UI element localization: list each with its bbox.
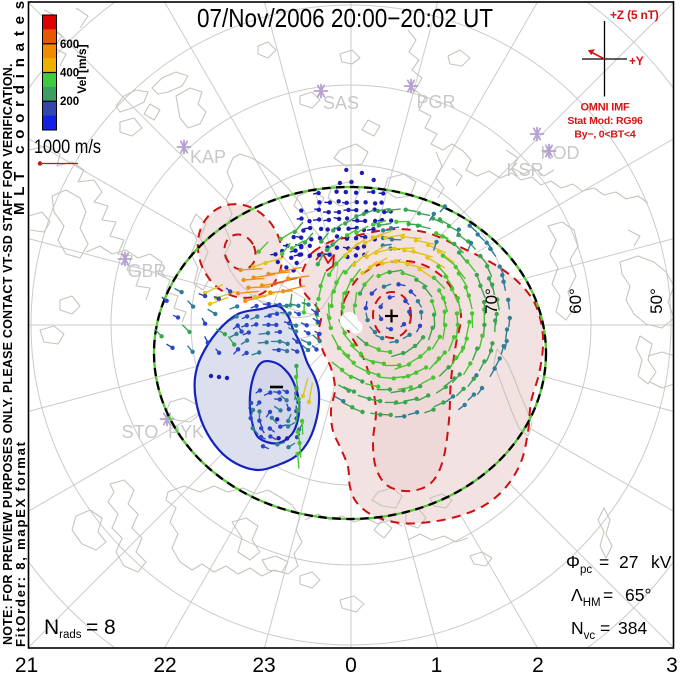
- svg-text:OMNI IMF: OMNI IMF: [580, 102, 630, 114]
- svg-text:SAS: SAS: [323, 93, 359, 113]
- svg-text:60°: 60°: [566, 288, 585, 314]
- svg-text:By−, 0<BT<4: By−, 0<BT<4: [574, 129, 635, 141]
- svg-text:21: 21: [15, 654, 38, 674]
- svg-text:Stat Mod: RG96: Stat Mod: RG96: [567, 115, 643, 127]
- svg-text:22: 22: [153, 654, 176, 674]
- svg-text:Vel [m/s]: Vel [m/s]: [75, 44, 89, 93]
- svg-text:MLT coordinates: MLT coordinates: [11, 0, 28, 215]
- svg-text:KSR: KSR: [506, 160, 543, 180]
- svg-text:1: 1: [431, 654, 443, 674]
- svg-text:GBR: GBR: [127, 261, 166, 281]
- svg-text:200: 200: [60, 96, 79, 108]
- svg-text:KAP: KAP: [190, 147, 226, 167]
- svg-text:STO: STO: [122, 422, 159, 442]
- svg-text:50°: 50°: [647, 288, 666, 314]
- svg-text:3: 3: [666, 654, 678, 674]
- svg-text:PGR: PGR: [416, 92, 455, 112]
- svg-text:23: 23: [252, 654, 275, 674]
- svg-text:+Y: +Y: [629, 54, 644, 68]
- svg-text:1000 m/s: 1000 m/s: [34, 137, 101, 158]
- svg-text:+Z (5 nT): +Z (5 nT): [610, 8, 659, 22]
- svg-text:2: 2: [532, 654, 544, 674]
- svg-text:07/Nov/2006 20:00−20:02 UT: 07/Nov/2006 20:00−20:02 UT: [197, 3, 493, 33]
- svg-text:70°: 70°: [482, 288, 501, 314]
- svg-text:0: 0: [345, 654, 357, 674]
- svg-text:FitOrder: 8, mapEX format: FitOrder: 8, mapEX format: [13, 440, 28, 647]
